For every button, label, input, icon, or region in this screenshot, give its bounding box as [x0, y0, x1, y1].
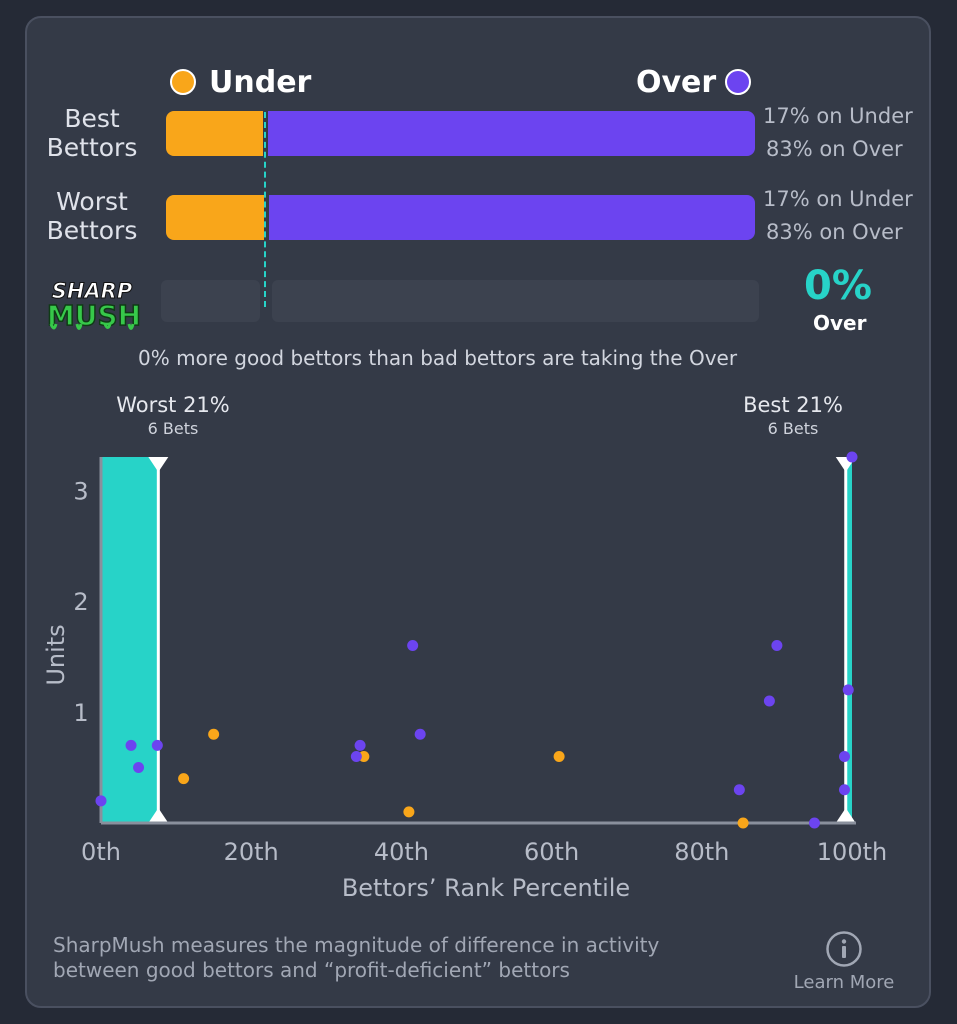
y-tick-label: 2: [73, 588, 88, 616]
over-point: [414, 728, 426, 740]
x-tick-label: 20th: [224, 838, 279, 866]
under-legend-label: Under: [209, 65, 312, 100]
over-point: [838, 784, 850, 796]
best-over-pct: 83% on Over: [766, 137, 903, 161]
x-tick-label: 80th: [674, 838, 729, 866]
over-point: [151, 739, 163, 751]
worst-over-bar: [269, 195, 755, 240]
best-band-sub: 6 Bets: [767, 419, 819, 438]
y-tick-label: 3: [73, 477, 88, 505]
highlight-band-best: [846, 457, 852, 823]
over-point: [763, 695, 775, 707]
worst-bettors-label-line2: Bettors: [46, 216, 138, 245]
info-icon: [826, 931, 862, 967]
sharpmush-logo-line1: SHARP: [52, 279, 133, 303]
worst-band-header: Worst 21% 6 Bets: [93, 393, 253, 438]
worst-band-title: Worst 21%: [116, 393, 230, 417]
sharpmush-over-track: [272, 280, 759, 322]
under-legend-dot: [170, 69, 196, 95]
under-point: [737, 817, 749, 829]
under-point: [553, 750, 565, 762]
band-marker-bottom-triangle: [148, 808, 169, 823]
over-legend-label: Over: [636, 65, 717, 100]
best-band-header: Best 21% 6 Bets: [713, 393, 873, 438]
y-tick-label: 1: [73, 699, 88, 727]
sharpmush-under-track: [161, 280, 260, 322]
sharpmush-side: Over: [813, 311, 867, 335]
footer-description: SharpMush measures the magnitude of diff…: [53, 933, 659, 983]
over-point: [354, 739, 366, 751]
best-bettors-label-line2: Bettors: [46, 133, 138, 162]
y-axis-label: Units: [42, 624, 70, 685]
sharpmush-logo-line2: MUSH: [47, 299, 141, 332]
sharpmush-card: [25, 16, 931, 1008]
sharpmush-value: 0%: [804, 263, 872, 309]
band-marker-bottom-triangle: [835, 808, 856, 823]
over-point: [842, 684, 854, 696]
worst-under-bar: [166, 195, 264, 240]
x-axis-label: Bettors’ Rank Percentile: [342, 874, 630, 902]
best-under-bar: [166, 111, 263, 156]
under-point: [208, 728, 220, 740]
worst-bettors-label: Worst Bettors: [27, 187, 157, 245]
sharpmush-logo: SHARP MUSH: [37, 278, 152, 336]
worst-over-pct: 83% on Over: [766, 220, 903, 244]
learn-more-label: Learn More: [793, 972, 895, 993]
over-point: [846, 451, 858, 463]
best-bettors-label: Best Bettors: [27, 104, 157, 162]
x-tick-label: 60th: [524, 838, 579, 866]
over-point: [733, 784, 745, 796]
over-point: [407, 640, 419, 652]
under-point: [403, 806, 415, 818]
highlight-band-worst: [101, 457, 158, 823]
over-point: [808, 817, 820, 829]
footer-line2: between good bettors and “profit-deficie…: [53, 958, 570, 982]
x-tick-label: 0th: [81, 838, 121, 866]
over-point: [95, 795, 107, 807]
over-point: [771, 640, 783, 652]
over-point: [133, 762, 145, 774]
over-point: [125, 739, 137, 751]
over-point: [350, 750, 362, 762]
x-tick-label: 100th: [817, 838, 887, 866]
best-band-title: Best 21%: [743, 393, 843, 417]
over-point: [838, 750, 850, 762]
sharpmush-caption: 0% more good bettors than bad bettors ar…: [138, 346, 738, 370]
footer-line1: SharpMush measures the magnitude of diff…: [53, 933, 660, 957]
best-under-pct: 17% on Under: [763, 104, 913, 128]
under-point: [178, 773, 190, 785]
over-legend-dot: [725, 69, 751, 95]
worst-under-pct: 17% on Under: [763, 187, 913, 211]
band-marker-top-triangle: [148, 457, 169, 472]
worst-band-sub: 6 Bets: [147, 419, 199, 438]
best-bettors-label-line1: Best: [64, 104, 120, 133]
best-over-bar: [268, 111, 755, 156]
worst-bettors-label-line1: Worst: [56, 187, 128, 216]
learn-more-link[interactable]: Learn More: [790, 930, 898, 993]
split-marker-line: [264, 112, 266, 307]
x-tick-label: 40th: [374, 838, 429, 866]
